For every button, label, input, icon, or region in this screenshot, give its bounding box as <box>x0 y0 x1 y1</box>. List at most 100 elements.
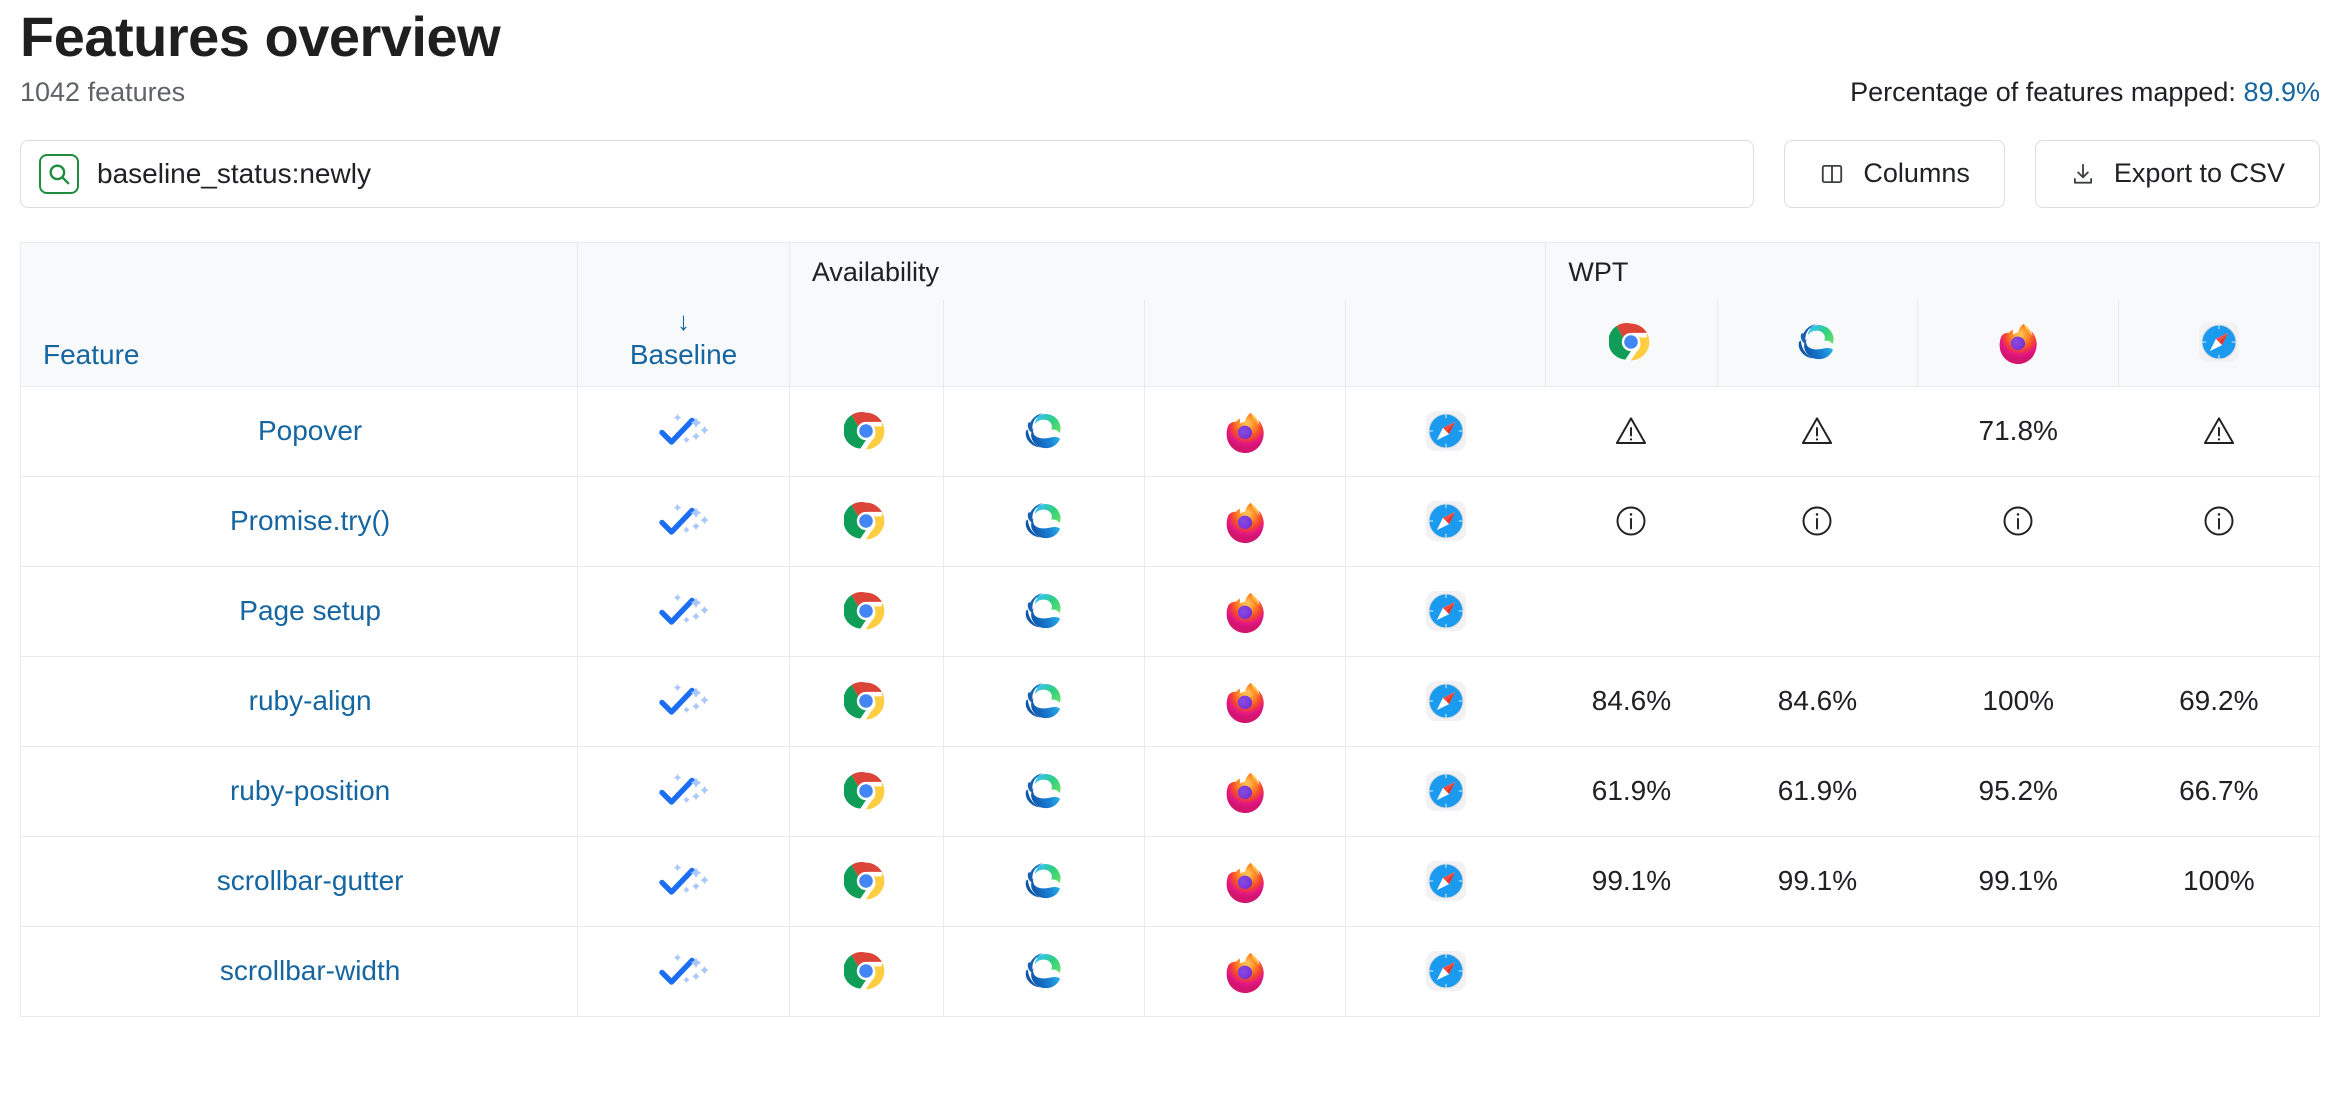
feature-link[interactable]: Page setup <box>239 595 381 627</box>
availability-cell-chrome[interactable] <box>788 565 944 657</box>
download-icon <box>2070 161 2096 187</box>
feature-link[interactable]: Popover <box>257 415 363 447</box>
availability-cell-chrome[interactable] <box>788 655 944 747</box>
availability-cell-chrome[interactable] <box>788 835 944 927</box>
wpt-score: 71.8% <box>1978 415 2058 447</box>
availability-cell-edge[interactable] <box>942 475 1145 567</box>
column-header-availability-chrome[interactable] <box>788 300 944 387</box>
feature-link[interactable]: Promise.try() <box>229 505 391 537</box>
search-icon[interactable] <box>39 153 79 194</box>
wpt-cell-chrome <box>1545 385 1718 477</box>
availability-cell-edge[interactable] <box>942 835 1145 927</box>
availability-cell-safari[interactable] <box>1344 655 1546 747</box>
warning-icon[interactable] <box>1799 413 1835 449</box>
baseline-newly-icon <box>655 861 713 901</box>
column-header-wpt-chrome[interactable] <box>1545 300 1718 387</box>
column-header-feature[interactable]: Feature <box>20 300 578 387</box>
edge-icon <box>1022 409 1066 453</box>
percentage-mapped-value: 89.9% <box>2243 76 2320 107</box>
column-header-availability-edge[interactable] <box>942 300 1145 387</box>
group-header-blank-feature <box>20 242 578 301</box>
column-header-wpt-edge[interactable] <box>1716 300 1918 387</box>
baseline-status-cell[interactable] <box>577 475 790 567</box>
export-csv-button[interactable]: Export to CSV <box>2034 139 2320 208</box>
availability-cell-firefox[interactable] <box>1143 835 1346 927</box>
availability-cell-edge[interactable] <box>942 925 1145 1017</box>
availability-cell-firefox[interactable] <box>1143 565 1346 657</box>
column-header-wpt-safari[interactable] <box>2118 300 2320 387</box>
wpt-cell-firefox: 71.8% <box>1917 385 2119 477</box>
feature-cell: scrollbar-width <box>20 925 578 1017</box>
availability-cell-chrome[interactable] <box>788 745 944 837</box>
search-box[interactable]: baseline_status:newly <box>20 139 1755 208</box>
availability-cell-safari[interactable] <box>1344 925 1546 1017</box>
wpt-cell-firefox: 95.2% <box>1917 745 2119 837</box>
availability-cell-chrome[interactable] <box>788 385 944 477</box>
wpt-score: 61.9% <box>1777 775 1858 807</box>
availability-cell-firefox[interactable] <box>1143 385 1346 477</box>
wpt-cell-safari <box>2118 565 2320 657</box>
baseline-newly-icon <box>655 501 713 541</box>
baseline-status-cell[interactable] <box>577 835 790 927</box>
wpt-score: 99.1% <box>1777 865 1858 897</box>
wpt-cell-chrome: 84.6% <box>1545 655 1718 747</box>
baseline-status-cell[interactable] <box>577 745 790 837</box>
availability-cell-chrome[interactable] <box>788 475 944 567</box>
availability-cell-edge[interactable] <box>942 745 1145 837</box>
baseline-status-cell[interactable] <box>577 385 790 477</box>
availability-cell-edge[interactable] <box>942 385 1145 477</box>
chrome-icon <box>844 949 888 993</box>
warning-icon[interactable] <box>2201 413 2237 449</box>
availability-cell-edge[interactable] <box>942 655 1145 747</box>
column-header-availability-firefox[interactable] <box>1143 300 1346 387</box>
firefox-icon <box>1223 859 1267 904</box>
wpt-cell-chrome <box>1545 475 1718 567</box>
availability-cell-safari[interactable] <box>1344 475 1546 567</box>
columns-button-label: Columns <box>1863 158 1970 189</box>
wpt-score: 84.6% <box>1777 685 1858 717</box>
info-icon[interactable] <box>2201 503 2237 539</box>
chrome-icon <box>844 499 888 543</box>
baseline-status-cell[interactable] <box>577 925 790 1017</box>
availability-cell-chrome[interactable] <box>788 925 944 1017</box>
safari-icon <box>2197 320 2241 364</box>
info-icon[interactable] <box>2000 503 2036 539</box>
feature-link[interactable]: scrollbar-gutter <box>216 865 404 897</box>
column-header-availability-safari[interactable] <box>1344 300 1546 387</box>
wpt-cell-firefox <box>1917 925 2119 1017</box>
wpt-cell-safari <box>2118 475 2320 567</box>
column-header-row: Feature ↓ Baseline <box>20 300 2320 387</box>
table-head: Availability WPT Feature ↓ Baseline <box>20 242 2320 387</box>
feature-link[interactable]: ruby-position <box>229 775 391 807</box>
baseline-sort-control[interactable]: ↓ Baseline <box>630 308 737 372</box>
availability-cell-safari[interactable] <box>1344 385 1546 477</box>
baseline-newly-icon <box>655 771 713 811</box>
availability-cell-safari[interactable] <box>1344 565 1546 657</box>
availability-cell-firefox[interactable] <box>1143 475 1346 567</box>
wpt-cell-firefox <box>1917 565 2119 657</box>
columns-icon <box>1819 161 1845 187</box>
wpt-cell-firefox: 100% <box>1917 655 2119 747</box>
info-icon[interactable] <box>1613 503 1649 539</box>
feature-link[interactable]: ruby-align <box>248 685 372 717</box>
availability-cell-edge[interactable] <box>942 565 1145 657</box>
warning-icon[interactable] <box>1613 413 1649 449</box>
baseline-status-cell[interactable] <box>577 655 790 747</box>
feature-link[interactable]: scrollbar-width <box>219 955 401 987</box>
availability-cell-safari[interactable] <box>1344 745 1546 837</box>
search-input[interactable]: baseline_status:newly <box>97 157 371 189</box>
availability-cell-firefox[interactable] <box>1143 925 1346 1017</box>
column-header-baseline[interactable]: ↓ Baseline <box>577 300 790 387</box>
wpt-cell-edge <box>1717 475 1918 567</box>
wpt-score: 61.9% <box>1591 775 1672 807</box>
columns-button[interactable]: Columns <box>1784 139 2005 208</box>
availability-cell-firefox[interactable] <box>1143 655 1346 747</box>
availability-cell-firefox[interactable] <box>1143 745 1346 837</box>
availability-cell-safari[interactable] <box>1344 835 1546 927</box>
info-icon[interactable] <box>1799 503 1835 539</box>
firefox-icon <box>1223 499 1267 544</box>
baseline-status-cell[interactable] <box>577 565 790 657</box>
column-header-wpt-firefox[interactable] <box>1917 300 2119 387</box>
edge-icon <box>1022 589 1066 633</box>
